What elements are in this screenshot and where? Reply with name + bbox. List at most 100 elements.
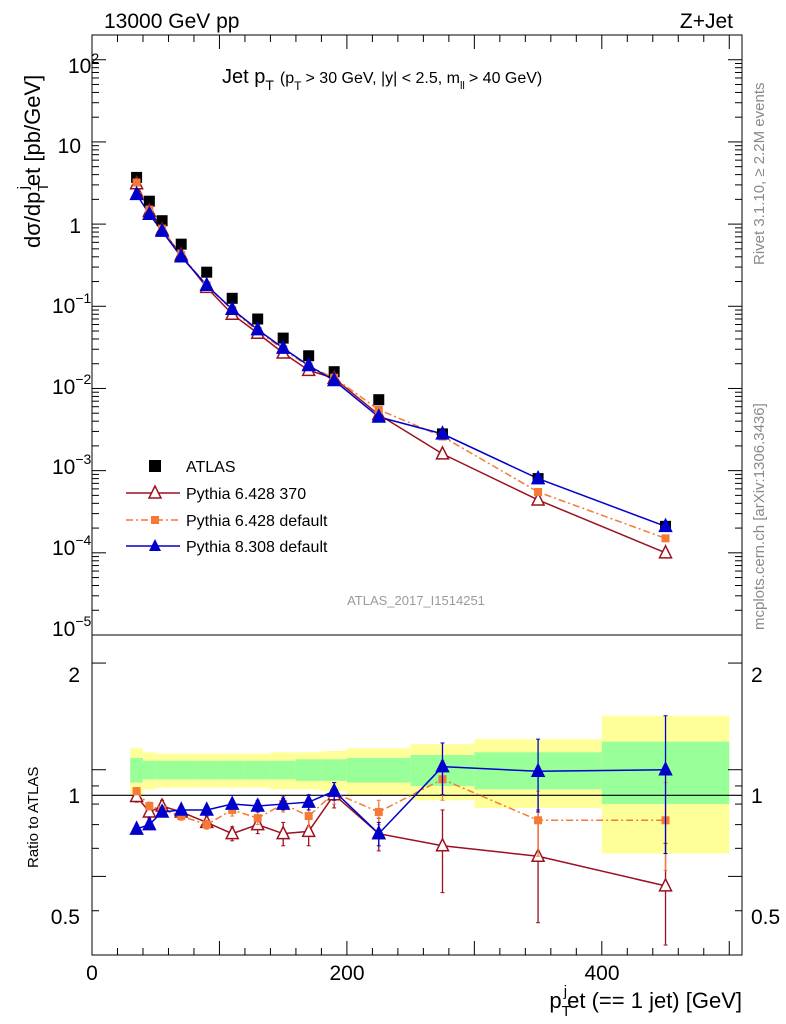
band-stat-bin — [270, 760, 296, 780]
data-point-atlas — [226, 292, 238, 304]
legend: ATLAS Pythia 6.428 370 Pythia 6.428 defa… — [126, 459, 328, 556]
series-point-main — [435, 425, 450, 440]
band-stat-bin — [219, 760, 245, 780]
band-stat-bin — [295, 759, 322, 781]
data-point-atlas — [373, 394, 385, 406]
legend-label-py6-default: Pythia 6.428 default — [186, 513, 328, 530]
ytick-label-1e2: 102 — [68, 50, 99, 78]
series-point-main — [661, 534, 670, 543]
series-point-ratio — [145, 801, 154, 810]
side-label-rivet: Rivet 3.1.10, ≥ 2.2M events — [751, 83, 768, 266]
series-point-ratio — [228, 805, 237, 814]
legend-marker-py6-370 — [147, 484, 163, 499]
series-point-main — [129, 185, 144, 201]
ratio-tick-2-right: 2 — [751, 664, 763, 687]
header-right: Z+Jet — [680, 10, 733, 33]
band-stat-bin — [193, 760, 220, 780]
axis-ticks — [91, 34, 742, 955]
ratio-tick-05-left: 0.5 — [51, 906, 80, 929]
series-point-ratio — [129, 820, 144, 835]
series-point-ratio — [275, 795, 291, 810]
side-label-mcplots: mcplots.cern.ch [arXiv:1306.3436] — [751, 403, 768, 630]
series-point-ratio — [435, 757, 450, 773]
ytick-label-1e-5: 10−5 — [52, 613, 92, 641]
data-point-atlas — [175, 238, 187, 250]
xtick-label-400: 400 — [584, 962, 619, 985]
series-point-main — [435, 445, 450, 460]
band-stat-bin — [346, 757, 411, 783]
ytick-label-1e-4: 10−4 — [52, 532, 92, 560]
series-point-ratio — [224, 795, 240, 810]
series-point-main — [658, 544, 673, 559]
legend-label-atlas: ATLAS — [186, 459, 236, 476]
y-axis-title-main: dσ/dpTjet [pb/GeV] — [15, 75, 52, 248]
data-point-atlas — [277, 332, 289, 344]
series-point-ratio — [174, 801, 189, 816]
ratio-plot-series — [129, 715, 673, 946]
series-point-ratio — [154, 803, 170, 818]
series-point-ratio — [658, 761, 673, 776]
band-stat-bin — [130, 757, 143, 783]
ratio-tick-05-right: 0.5 — [751, 906, 780, 929]
y-axis-main-labels: 102 10 1 10−1 10−2 10−3 10−4 10−5 — [52, 50, 99, 641]
series-point-ratio — [275, 824, 291, 840]
series-point-ratio — [250, 797, 265, 812]
data-point-atlas — [156, 215, 168, 227]
x-axis-title: pTjet (== 1 jet) [GeV] — [549, 983, 742, 1020]
x-axis-labels: 0 200 400 — [86, 962, 619, 985]
ratio-tick-1-right: 1 — [751, 785, 763, 808]
series-point-ratio — [199, 801, 214, 816]
series-point-ratio — [534, 816, 543, 825]
series-point-ratio — [301, 822, 316, 838]
series-point-main — [132, 178, 141, 187]
data-point-atlas — [201, 266, 213, 278]
plot-title: Jet pT (pT > 30 GeV, |y| < 2.5, mll > 40 Ge… — [222, 66, 542, 93]
series-point-main — [301, 356, 316, 372]
series-point-main — [275, 339, 291, 354]
series-point-ratio — [304, 812, 313, 821]
xtick-label-0: 0 — [86, 962, 98, 985]
legend-marker-atlas — [149, 460, 161, 472]
series-point-ratio — [177, 812, 186, 821]
series-point-ratio — [132, 787, 141, 796]
series-point-ratio — [253, 814, 262, 823]
legend-label-py8-default: Pythia 8.308 default — [186, 539, 328, 556]
band-stat-bin — [168, 760, 194, 780]
ratio-tick-2-left: 2 — [68, 664, 80, 687]
series-point-main — [371, 408, 386, 423]
band-stat-bin — [321, 759, 347, 781]
series-line-main — [135, 182, 666, 540]
series-point-ratio — [530, 762, 546, 778]
main-plot-series — [129, 171, 673, 559]
series-point-main — [174, 248, 189, 263]
series-point-main — [199, 276, 214, 292]
series-point-ratio — [371, 824, 386, 840]
ratio-uncertainty-bands — [130, 715, 730, 854]
series-point-ratio — [435, 837, 450, 852]
series-point-main — [534, 487, 543, 496]
series-point-main — [154, 222, 170, 237]
analysis-id: ATLAS_2017_I1514251 — [347, 593, 485, 608]
ratio-tick-1-left: 1 — [68, 785, 80, 808]
data-point-atlas — [252, 313, 264, 325]
legend-marker-py8-default — [149, 539, 161, 551]
series-point-ratio — [658, 877, 673, 892]
series-point-main — [530, 491, 546, 506]
band-stat-bin — [244, 760, 271, 780]
series-point-main — [142, 205, 157, 220]
series-point-ratio — [224, 824, 240, 840]
ytick-label-1: 1 — [69, 215, 81, 238]
series-point-ratio — [301, 793, 316, 808]
xtick-label-200: 200 — [329, 962, 364, 985]
band-stat-bin — [155, 760, 169, 780]
series-point-main — [658, 517, 673, 533]
ytick-label-1e-1: 10−1 — [52, 290, 92, 318]
ytick-label-10: 10 — [58, 135, 81, 158]
legend-label-py6-370: Pythia 6.428 370 — [186, 486, 306, 503]
ytick-label-1e-2: 10−2 — [52, 371, 92, 399]
data-point-atlas — [143, 195, 155, 207]
series-point-ratio — [202, 820, 211, 829]
series-point-main — [224, 300, 240, 316]
y-axis-ratio-labels: 2 1 0.5 2 1 0.5 — [51, 664, 780, 929]
